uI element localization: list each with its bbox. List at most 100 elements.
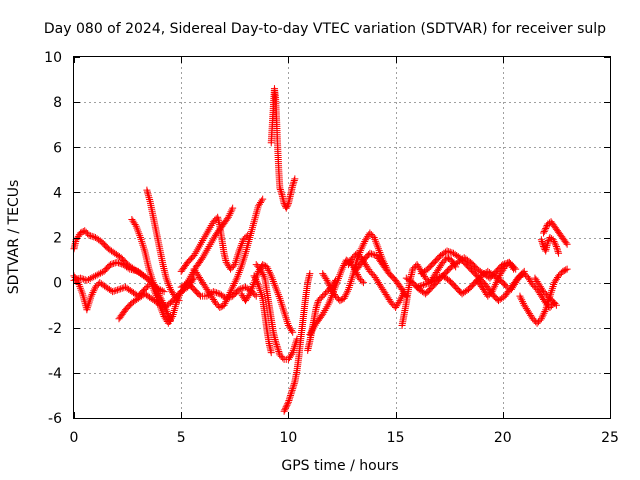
data-point (369, 250, 377, 258)
data-point (158, 287, 166, 295)
data-point (231, 278, 239, 286)
series-arc-5 (128, 215, 174, 325)
data-point (146, 267, 154, 275)
data-point (142, 284, 150, 292)
data-point (221, 299, 229, 307)
data-point (217, 303, 225, 311)
series-arc-7 (177, 213, 252, 275)
data-point (108, 260, 116, 268)
data-point (396, 297, 404, 305)
data-point (555, 249, 563, 257)
data-point (490, 284, 498, 292)
data-point (560, 267, 568, 275)
data-point (85, 275, 93, 283)
data-point (553, 246, 561, 254)
data-point (349, 254, 357, 262)
data-point (159, 298, 167, 306)
data-point (81, 227, 89, 235)
data-point (154, 289, 162, 297)
data-point (112, 287, 120, 295)
data-point (444, 255, 452, 263)
y-axis-label: SDTVAR / TECUs (6, 180, 22, 295)
data-point (158, 297, 166, 305)
data-points (70, 85, 571, 415)
series-arc-11 (252, 261, 301, 363)
data-point (254, 279, 262, 287)
data-point (314, 297, 322, 305)
data-point (448, 249, 456, 257)
data-point (258, 269, 266, 277)
data-point (443, 247, 451, 255)
data-point (239, 257, 247, 265)
data-point (415, 283, 423, 291)
data-point (291, 175, 299, 183)
data-point (540, 288, 548, 296)
data-point (259, 271, 267, 279)
data-point (323, 276, 331, 284)
data-point (277, 189, 285, 197)
data-point (397, 295, 405, 303)
data-point (118, 260, 126, 268)
data-point (229, 204, 237, 212)
data-point (519, 270, 527, 278)
data-point (357, 245, 365, 253)
data-point (240, 284, 248, 292)
data-point (342, 291, 350, 299)
data-point (337, 296, 345, 304)
data-point (79, 227, 87, 235)
data-point (280, 407, 288, 415)
data-point (290, 380, 298, 388)
data-point (113, 258, 121, 266)
data-point (274, 344, 282, 352)
data-point (283, 316, 291, 324)
data-point (284, 400, 292, 408)
data-point (113, 286, 121, 294)
data-point (359, 279, 367, 287)
data-point (540, 229, 548, 237)
data-point (95, 270, 103, 278)
data-point (516, 292, 524, 300)
data-point (166, 317, 174, 325)
data-point (366, 249, 374, 257)
data-point (341, 260, 349, 268)
data-point (146, 269, 154, 277)
data-point (155, 291, 163, 299)
data-point (421, 280, 429, 288)
data-point (213, 300, 221, 308)
data-point (287, 390, 295, 398)
data-point (156, 293, 164, 301)
x-tick-labels: 0 5 10 15 20 25 (70, 430, 619, 446)
data-point (211, 216, 219, 224)
data-point (367, 250, 375, 258)
data-point (488, 288, 496, 296)
data-point (223, 296, 231, 304)
data-point (495, 273, 503, 281)
x-tick-label: 15 (387, 430, 405, 446)
data-point (336, 297, 344, 305)
data-point (174, 295, 182, 303)
y-tick-labels: -6 -4 -2 0 2 4 6 8 10 (44, 50, 62, 427)
y-tick-label: 2 (53, 231, 62, 247)
data-point (260, 261, 268, 269)
data-point (78, 275, 86, 283)
data-point (87, 232, 95, 240)
data-point (117, 285, 125, 293)
data-point (502, 282, 510, 290)
data-point (86, 275, 94, 283)
data-point (267, 349, 275, 357)
data-point (547, 295, 555, 303)
y-tick-label: 0 (53, 276, 62, 292)
data-point (445, 248, 453, 256)
series-arc-13 (267, 85, 299, 212)
data-point (549, 236, 557, 244)
data-point (256, 287, 264, 295)
series-arc-20 (398, 254, 460, 329)
data-point (313, 302, 321, 310)
data-point (323, 288, 331, 296)
data-point (551, 300, 559, 308)
data-point (283, 203, 291, 211)
data-point (439, 258, 447, 266)
data-point (85, 231, 93, 239)
data-point (357, 276, 365, 284)
data-point (319, 292, 327, 300)
